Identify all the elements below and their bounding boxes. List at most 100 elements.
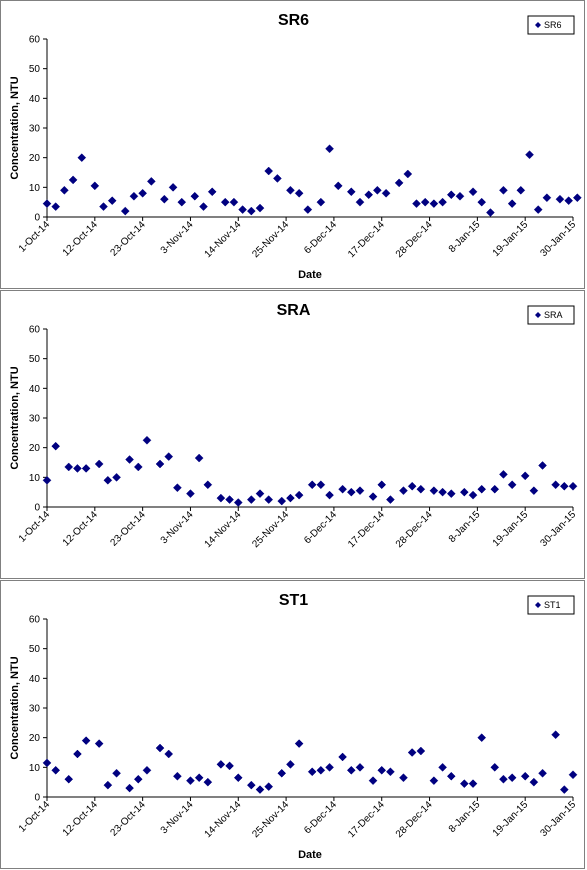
- y-tick-label: 50: [29, 64, 41, 75]
- data-point: [216, 760, 226, 769]
- y-tick-label: 20: [29, 153, 41, 164]
- data-point: [164, 452, 174, 461]
- data-point: [294, 188, 304, 198]
- data-point: [112, 472, 121, 482]
- data-point: [407, 481, 417, 491]
- data-point: [407, 748, 417, 757]
- data-point: [529, 777, 539, 787]
- legend-box: [527, 15, 575, 35]
- chart-svg: SRA 0 10 20 30 40 50 60 1-Oct-14 12-Oct-14 23-Oct-…: [9, 302, 578, 550]
- data-point: [112, 768, 121, 778]
- x-tick-label: 17-Dec-14: [346, 509, 387, 550]
- data-point: [173, 483, 182, 493]
- data-point: [507, 199, 517, 209]
- data-point: [255, 489, 265, 499]
- data-point: [459, 487, 469, 497]
- data-point: [377, 765, 387, 775]
- data-point: [490, 762, 500, 772]
- data-point: [346, 765, 356, 775]
- data-point: [516, 185, 526, 195]
- x-tick-label: 6-Dec-14: [302, 509, 339, 546]
- data-point: [216, 493, 226, 503]
- y-tick-label: 50: [29, 644, 41, 655]
- legend-box: [527, 305, 575, 325]
- x-tick-label: 23-Oct-14: [109, 509, 149, 549]
- y-tick-label: 50: [29, 354, 41, 365]
- y-axis-label: Concentration, NTU: [9, 76, 21, 179]
- data-point: [125, 783, 134, 793]
- y-tick-label: 10: [29, 183, 41, 194]
- data-point: [233, 773, 243, 783]
- legend-label: SRA: [544, 310, 563, 320]
- data-point: [186, 489, 195, 499]
- legend-box: [527, 595, 575, 615]
- data-point: [316, 765, 326, 775]
- data-point: [155, 459, 165, 469]
- data-point: [381, 188, 391, 198]
- chart-panel-sr6: SR6 0 10 20 30 40 50 60 1-Oct-14 12-Oct-14 23-Oct-…: [0, 0, 585, 289]
- data-point: [103, 475, 113, 485]
- x-tick-label: 28-Dec-14: [394, 799, 435, 840]
- data-point: [551, 730, 560, 740]
- data-point: [160, 194, 169, 204]
- data-point: [364, 190, 374, 200]
- data-point: [412, 199, 421, 209]
- data-point: [355, 197, 365, 207]
- legend-marker: [535, 22, 541, 28]
- data-point: [446, 771, 456, 781]
- x-tick-label: 14-Nov-14: [203, 219, 244, 260]
- x-tick-label: 1-Oct-14: [17, 219, 53, 255]
- data-point: [190, 191, 200, 201]
- data-point: [68, 175, 78, 185]
- legend-label: SR6: [544, 20, 562, 30]
- data-point: [477, 484, 487, 494]
- data-point: [446, 190, 456, 200]
- data-point: [51, 441, 61, 451]
- data-point: [94, 459, 104, 469]
- data-point: [338, 484, 347, 494]
- data-point: [220, 197, 230, 207]
- data-point: [77, 153, 87, 163]
- data-point: [73, 749, 82, 759]
- y-axis-label: Concentration, NTU: [9, 656, 21, 759]
- chart-svg: SR6 0 10 20 30 40 50 60 1-Oct-14 12-Oct-14 23-Oct-…: [9, 12, 582, 281]
- data-point: [273, 174, 282, 183]
- data-point: [146, 177, 156, 186]
- data-point: [64, 774, 74, 784]
- data-point: [81, 736, 91, 745]
- data-point: [486, 208, 495, 217]
- data-point: [333, 181, 343, 191]
- data-point: [416, 746, 426, 756]
- data-point: [42, 199, 52, 209]
- data-point: [429, 199, 439, 209]
- chart-svg: ST1 0 10 20 30 40 50 60 1-Oct-14 12-Oct-14 23-Oct-…: [9, 592, 578, 861]
- data-point: [507, 773, 517, 783]
- data-point: [229, 197, 239, 207]
- legend: SR6: [527, 15, 575, 35]
- data-point: [542, 193, 552, 203]
- data-point: [477, 197, 487, 207]
- data-point: [429, 776, 439, 786]
- data-point: [525, 150, 534, 160]
- data-point: [207, 187, 217, 197]
- x-tick-label: 30-Jan-15: [539, 219, 579, 259]
- data-point: [307, 480, 317, 490]
- data-point: [294, 490, 304, 500]
- data-point: [264, 166, 274, 176]
- chart-title: SRA: [277, 302, 311, 319]
- data-point: [438, 487, 447, 497]
- data-point: [125, 455, 134, 464]
- data-point: [373, 185, 382, 195]
- data-point: [346, 487, 356, 497]
- data-point: [194, 453, 204, 463]
- x-tick-label: 25-Nov-14: [250, 219, 291, 260]
- x-axis-label: Date: [298, 849, 322, 861]
- data-point: [246, 206, 256, 216]
- legend: ST1: [527, 595, 575, 615]
- y-tick-label: 40: [29, 94, 41, 105]
- x-tick-label: 6-Dec-14: [302, 799, 339, 836]
- data-point: [316, 197, 326, 207]
- data-point: [551, 480, 560, 490]
- data-point: [255, 203, 265, 213]
- data-point: [568, 481, 578, 491]
